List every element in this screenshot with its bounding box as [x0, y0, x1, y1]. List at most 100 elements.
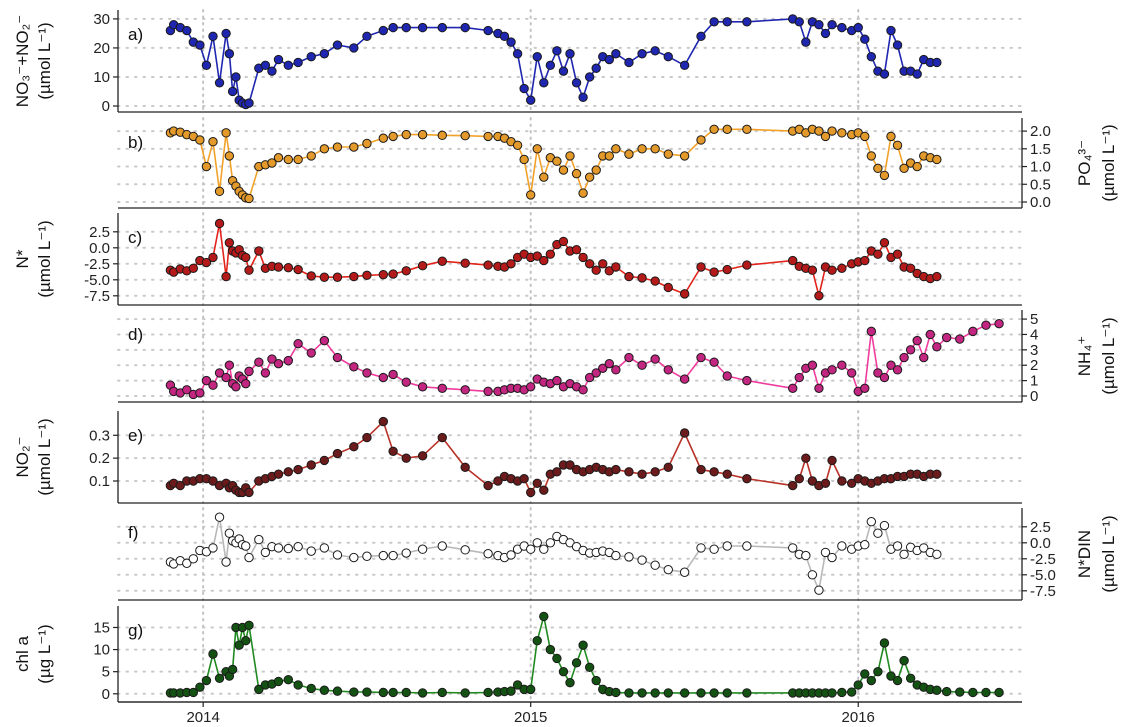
- data-point-f-43: [545, 538, 556, 548]
- data-point-e-62: [742, 474, 752, 484]
- data-point-c-37: [506, 259, 516, 269]
- data-point-d-75: [873, 368, 883, 378]
- data-point-a-67: [814, 20, 824, 30]
- data-point-a-55: [637, 49, 647, 59]
- data-point-d-84: [932, 342, 942, 352]
- data-point-f-75: [873, 528, 883, 538]
- data-point-a-44: [552, 46, 562, 56]
- data-point-e-59: [696, 464, 706, 475]
- data-point-e-7: [208, 476, 218, 486]
- data-point-f-33: [460, 545, 470, 555]
- data-point-d-61: [722, 371, 732, 381]
- data-point-g-49: [584, 662, 595, 672]
- data-point-a-84: [932, 57, 942, 68]
- data-point-g-38: [512, 680, 523, 690]
- data-point-g-6: [201, 675, 212, 686]
- data-point-c-76: [879, 237, 890, 248]
- data-point-a-25: [332, 40, 343, 50]
- data-point-c-24: [319, 272, 330, 282]
- data-point-e-20: [273, 469, 284, 479]
- y-tick-label-d-0: 0: [1030, 388, 1038, 405]
- data-point-b-49: [584, 172, 595, 182]
- data-point-c-66: [807, 265, 818, 275]
- data-point-f-41: [532, 538, 542, 548]
- data-point-e-61: [722, 469, 732, 479]
- data-point-a-39: [519, 83, 529, 94]
- data-point-d-55: [637, 360, 647, 370]
- data-point-f-17: [254, 534, 264, 545]
- data-point-a-69: [827, 20, 837, 30]
- data-point-d-34: [483, 386, 493, 397]
- y-axis-title-c-line-0: N*: [13, 249, 32, 268]
- data-point-e-25: [332, 448, 343, 459]
- data-point-e-58: [679, 428, 690, 438]
- data-point-f-15: [241, 541, 251, 551]
- data-point-a-32: [437, 22, 447, 33]
- y-tick-label-c-2: -2.5: [84, 256, 110, 273]
- data-point-f-28: [378, 550, 389, 561]
- data-point-d-16: [244, 366, 254, 377]
- data-point-b-22: [293, 154, 303, 165]
- data-point-f-16: [244, 552, 254, 563]
- data-point-c-26: [349, 271, 359, 282]
- data-point-d-67: [814, 383, 824, 394]
- y-tick-label-f-1: -5.0: [1030, 567, 1056, 584]
- y-tick-label-g-2: 10: [93, 642, 110, 659]
- data-point-a-49: [584, 72, 595, 82]
- data-point-g-86: [955, 687, 965, 697]
- data-point-b-50: [591, 165, 601, 175]
- data-point-g-76: [879, 638, 890, 648]
- data-point-b-52: [604, 151, 615, 161]
- data-point-a-30: [401, 22, 411, 33]
- data-point-e-69: [827, 455, 837, 466]
- data-point-f-59: [696, 543, 706, 553]
- data-point-b-81: [912, 161, 922, 172]
- data-point-f-58: [679, 567, 690, 577]
- data-point-c-21: [283, 262, 294, 273]
- data-point-f-61: [722, 541, 732, 551]
- data-point-b-16: [244, 193, 254, 204]
- data-point-c-78: [892, 249, 903, 259]
- data-point-b-25: [332, 142, 343, 152]
- data-point-b-27: [362, 138, 372, 149]
- data-point-c-23: [306, 271, 316, 281]
- data-point-c-16: [244, 265, 254, 275]
- data-point-b-61: [722, 124, 732, 135]
- data-point-g-41: [532, 636, 542, 646]
- data-point-f-42: [539, 544, 549, 554]
- data-point-a-34: [483, 25, 493, 36]
- data-point-f-9: [221, 557, 231, 567]
- data-point-d-58: [679, 374, 690, 384]
- data-point-g-26: [349, 687, 359, 697]
- data-point-f-57: [663, 564, 673, 575]
- data-point-g-44: [552, 653, 562, 664]
- data-point-f-54: [624, 552, 634, 562]
- data-point-c-51: [598, 259, 608, 269]
- data-point-b-73: [860, 131, 870, 142]
- data-point-g-22: [293, 680, 303, 690]
- data-point-d-3: [182, 385, 192, 395]
- y-axis-title-b-line-0: PO₄³⁻: [1075, 140, 1094, 186]
- data-point-b-60: [709, 124, 719, 135]
- data-point-g-16: [244, 620, 254, 630]
- y-tick-label-c-1: -5.0: [84, 272, 110, 289]
- panel-label-b: b): [128, 133, 143, 152]
- data-point-f-10: [224, 528, 235, 538]
- data-point-a-43: [545, 60, 556, 71]
- data-point-e-66: [807, 476, 818, 486]
- data-point-g-4: [188, 687, 199, 698]
- data-point-b-57: [663, 149, 673, 159]
- data-point-b-46: [565, 151, 575, 161]
- data-point-b-26: [349, 142, 359, 152]
- y-tick-label-d-4: 4: [1030, 326, 1038, 343]
- data-point-a-58: [679, 60, 690, 71]
- data-point-b-70: [837, 128, 847, 138]
- data-point-g-55: [637, 688, 647, 698]
- data-point-d-26: [349, 362, 359, 372]
- data-point-a-45: [558, 66, 569, 76]
- data-point-g-34: [483, 687, 493, 698]
- data-point-c-32: [437, 256, 447, 266]
- data-point-d-78: [892, 365, 903, 375]
- data-point-c-59: [696, 262, 706, 272]
- y-tick-label-g-0: 0: [102, 686, 110, 703]
